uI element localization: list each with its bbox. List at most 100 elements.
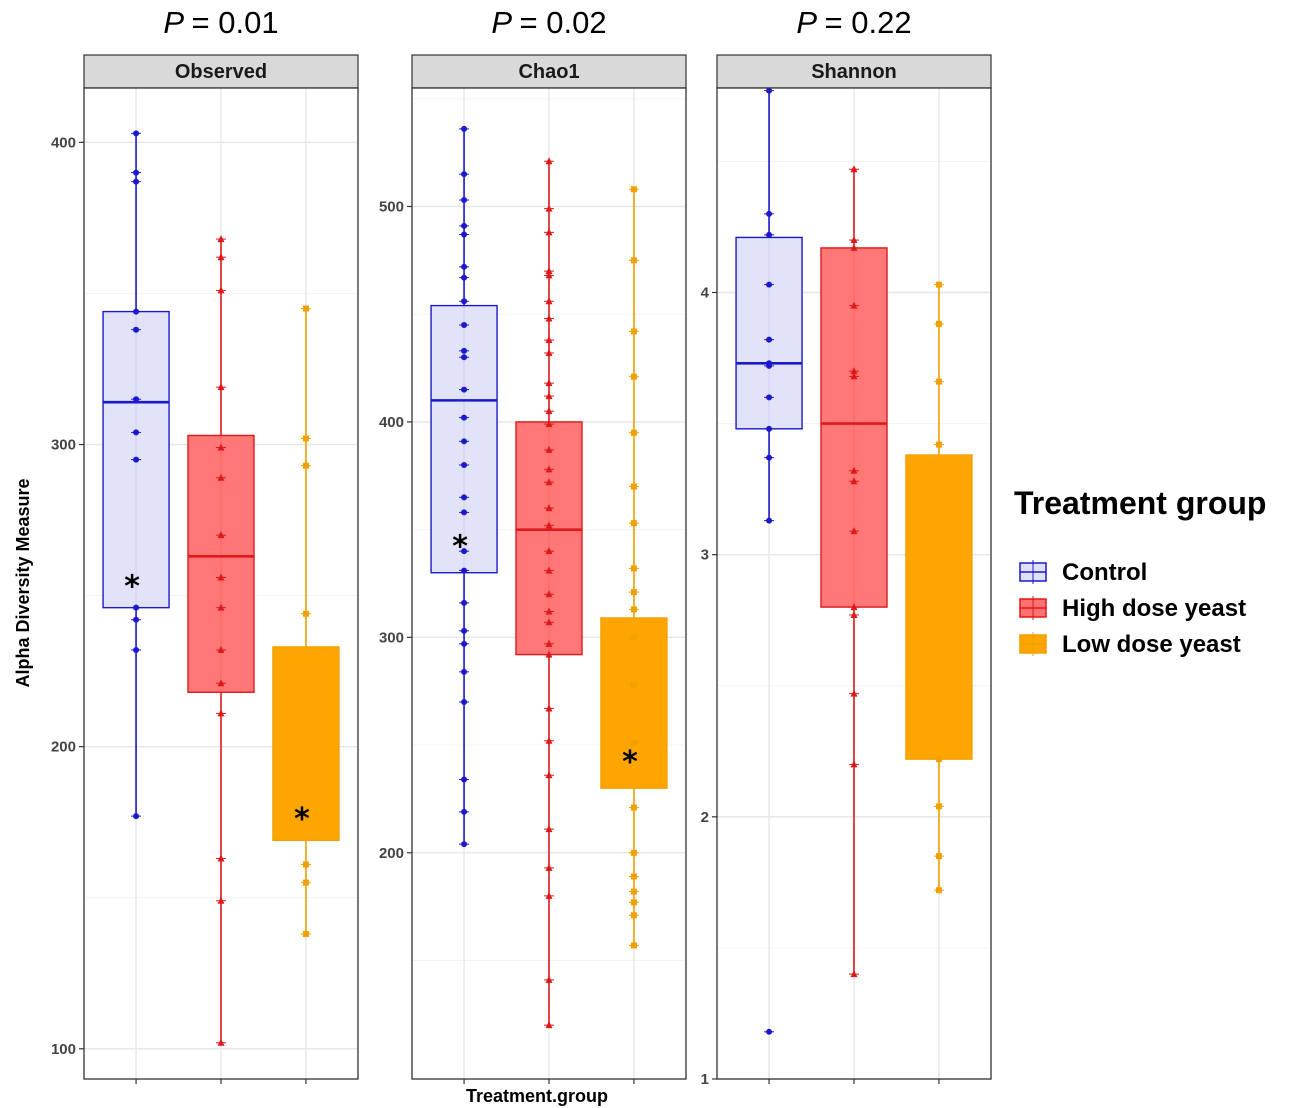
- data-point: [630, 483, 637, 490]
- box-group-control: *: [102, 130, 170, 820]
- panel-border: [716, 87, 992, 1080]
- data-point: [850, 301, 858, 309]
- data-point: [133, 326, 140, 333]
- data-point: [630, 257, 637, 264]
- p-value: = 0.02: [520, 5, 607, 40]
- box: [272, 646, 340, 842]
- data-point: [545, 445, 553, 453]
- data-point: [217, 235, 225, 243]
- data-point: [545, 271, 553, 279]
- data-point: [545, 228, 553, 236]
- box-group-high-dose-yeast: [515, 157, 583, 1029]
- p-value-title: P = 0.01: [163, 5, 278, 40]
- data-point: [217, 679, 225, 687]
- box-group-low-dose-yeast: *: [272, 305, 340, 937]
- data-point: [935, 378, 942, 385]
- data-point: [133, 178, 140, 185]
- data-point: [545, 736, 553, 744]
- facet-panel-observed: P = 0.01 Observed 100 200 300 400 * *: [51, 5, 359, 1084]
- x-axis-title: Treatment.group: [466, 1086, 608, 1106]
- data-point: [461, 298, 468, 305]
- data-point: [217, 854, 225, 862]
- data-point: [461, 567, 468, 574]
- data-point: [545, 157, 553, 165]
- data-point: [461, 462, 468, 469]
- data-point: [461, 698, 468, 705]
- data-point: [461, 263, 468, 270]
- data-point: [850, 236, 858, 244]
- data-point: [461, 509, 468, 516]
- data-point: [217, 896, 225, 904]
- data-point: [461, 274, 468, 281]
- data-point: [545, 825, 553, 833]
- legend-entry: High dose yeast: [1019, 595, 1246, 622]
- facet-strip-label: Observed: [175, 61, 267, 83]
- y-tick-label: 200: [51, 739, 76, 756]
- data-point: [461, 640, 468, 647]
- data-point: [545, 547, 553, 555]
- data-point: [545, 1021, 553, 1029]
- data-point: [217, 709, 225, 717]
- data-point: [935, 803, 942, 810]
- data-point: [545, 407, 553, 415]
- y-tick-label: 3: [701, 547, 709, 564]
- data-point: [461, 386, 468, 393]
- data-point: [850, 610, 858, 618]
- data-point: [630, 912, 637, 919]
- significance-star: *: [622, 745, 638, 780]
- data-point: [545, 336, 553, 344]
- data-point: [630, 589, 637, 596]
- data-point: [850, 165, 858, 173]
- data-point: [545, 392, 553, 400]
- data-point: [461, 321, 468, 328]
- data-point: [461, 222, 468, 229]
- data-point: [766, 231, 773, 238]
- facet-strip-label: Shannon: [811, 61, 897, 83]
- data-point: [630, 681, 637, 688]
- data-point: [133, 616, 140, 623]
- data-point: [630, 606, 637, 613]
- data-point: [217, 573, 225, 581]
- data-point: [302, 930, 309, 937]
- data-point: [545, 618, 553, 626]
- data-point: [935, 281, 942, 288]
- p-value: = 0.22: [825, 5, 912, 40]
- data-point: [630, 942, 637, 949]
- data-point: [461, 347, 468, 354]
- y-tick-label: 200: [379, 845, 404, 862]
- data-point: [545, 639, 553, 647]
- data-point: [461, 808, 468, 815]
- p-symbol: P: [163, 5, 191, 40]
- data-point: [766, 87, 773, 94]
- data-point: [850, 243, 858, 251]
- data-point: [217, 473, 225, 481]
- data-point: [133, 396, 140, 403]
- box-group-high-dose-yeast: [187, 235, 255, 1046]
- data-point: [461, 841, 468, 848]
- facet-panel-chao1: P = 0.02 Chao1 200 300 400 500 * *: [379, 5, 687, 1084]
- data-point: [630, 634, 637, 641]
- legend-entry: Low dose yeast: [1019, 631, 1241, 658]
- data-point: [461, 125, 468, 132]
- data-point: [217, 383, 225, 391]
- data-point: [302, 435, 309, 442]
- data-point: [217, 531, 225, 539]
- data-point: [630, 804, 637, 811]
- data-point: [766, 362, 773, 369]
- data-point: [545, 314, 553, 322]
- data-point: [302, 879, 309, 886]
- data-point: [766, 1028, 773, 1035]
- legend-title: Treatment group: [1014, 485, 1266, 521]
- facet-strip-label: Chao1: [518, 61, 579, 83]
- facet-strip: [83, 54, 359, 89]
- box-group-high-dose-yeast: [820, 165, 888, 978]
- y-tick-label: 100: [51, 1041, 76, 1058]
- data-point: [461, 668, 468, 675]
- data-point: [545, 975, 553, 983]
- p-value-title: P = 0.22: [796, 5, 911, 40]
- data-point: [850, 970, 858, 978]
- data-point: [850, 603, 858, 611]
- data-point: [850, 372, 858, 380]
- box-group-low-dose-yeast: *: [600, 186, 668, 949]
